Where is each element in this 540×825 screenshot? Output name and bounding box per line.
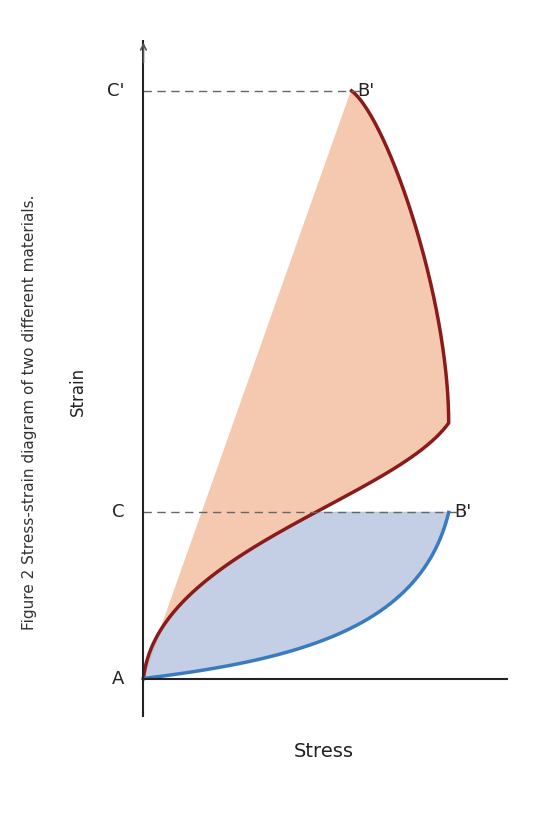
Text: Strain: Strain: [69, 366, 86, 416]
Polygon shape: [144, 91, 449, 678]
Text: Figure 2 Stress-strain diagram of two different materials.: Figure 2 Stress-strain diagram of two di…: [22, 195, 37, 630]
Text: C: C: [112, 503, 124, 521]
Text: B': B': [357, 82, 374, 100]
Text: C': C': [107, 82, 124, 100]
Polygon shape: [144, 512, 449, 678]
Text: B': B': [454, 503, 471, 521]
Text: A: A: [112, 670, 124, 687]
Text: Stress: Stress: [294, 742, 354, 761]
